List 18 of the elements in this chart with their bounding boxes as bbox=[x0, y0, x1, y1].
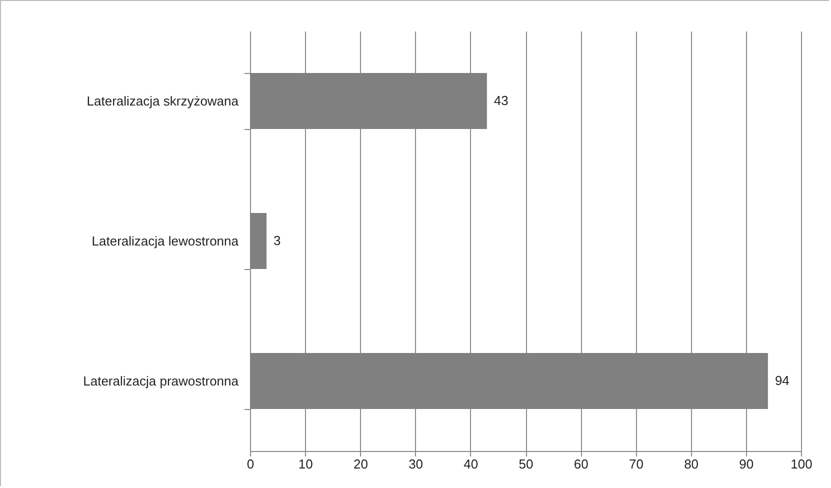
x-tick-label: 0 bbox=[246, 456, 254, 472]
data-label: 94 bbox=[774, 373, 790, 388]
x-tick-label: 50 bbox=[518, 456, 534, 472]
x-tick-label: 10 bbox=[298, 456, 313, 472]
bar bbox=[250, 213, 267, 269]
y-tick-label: Lateralizacja lewostronna bbox=[92, 234, 240, 248]
data-label: 43 bbox=[494, 93, 508, 108]
x-tick-label: 40 bbox=[464, 456, 478, 472]
data-label: 3 bbox=[274, 233, 281, 248]
x-tick-label: 90 bbox=[739, 456, 754, 472]
x-tick-label: 100 bbox=[790, 456, 812, 472]
x-tick-label: 30 bbox=[408, 456, 424, 472]
x-tick-label: 80 bbox=[684, 456, 699, 472]
x-tick-label: 20 bbox=[353, 456, 368, 472]
x-tick-label: 70 bbox=[628, 456, 644, 472]
y-tick-label: Lateralizacja skrzyżowana bbox=[86, 94, 240, 108]
y-tick-label: Lateralizacja prawostronna bbox=[83, 374, 240, 388]
x-tick-label: 60 bbox=[574, 456, 588, 472]
